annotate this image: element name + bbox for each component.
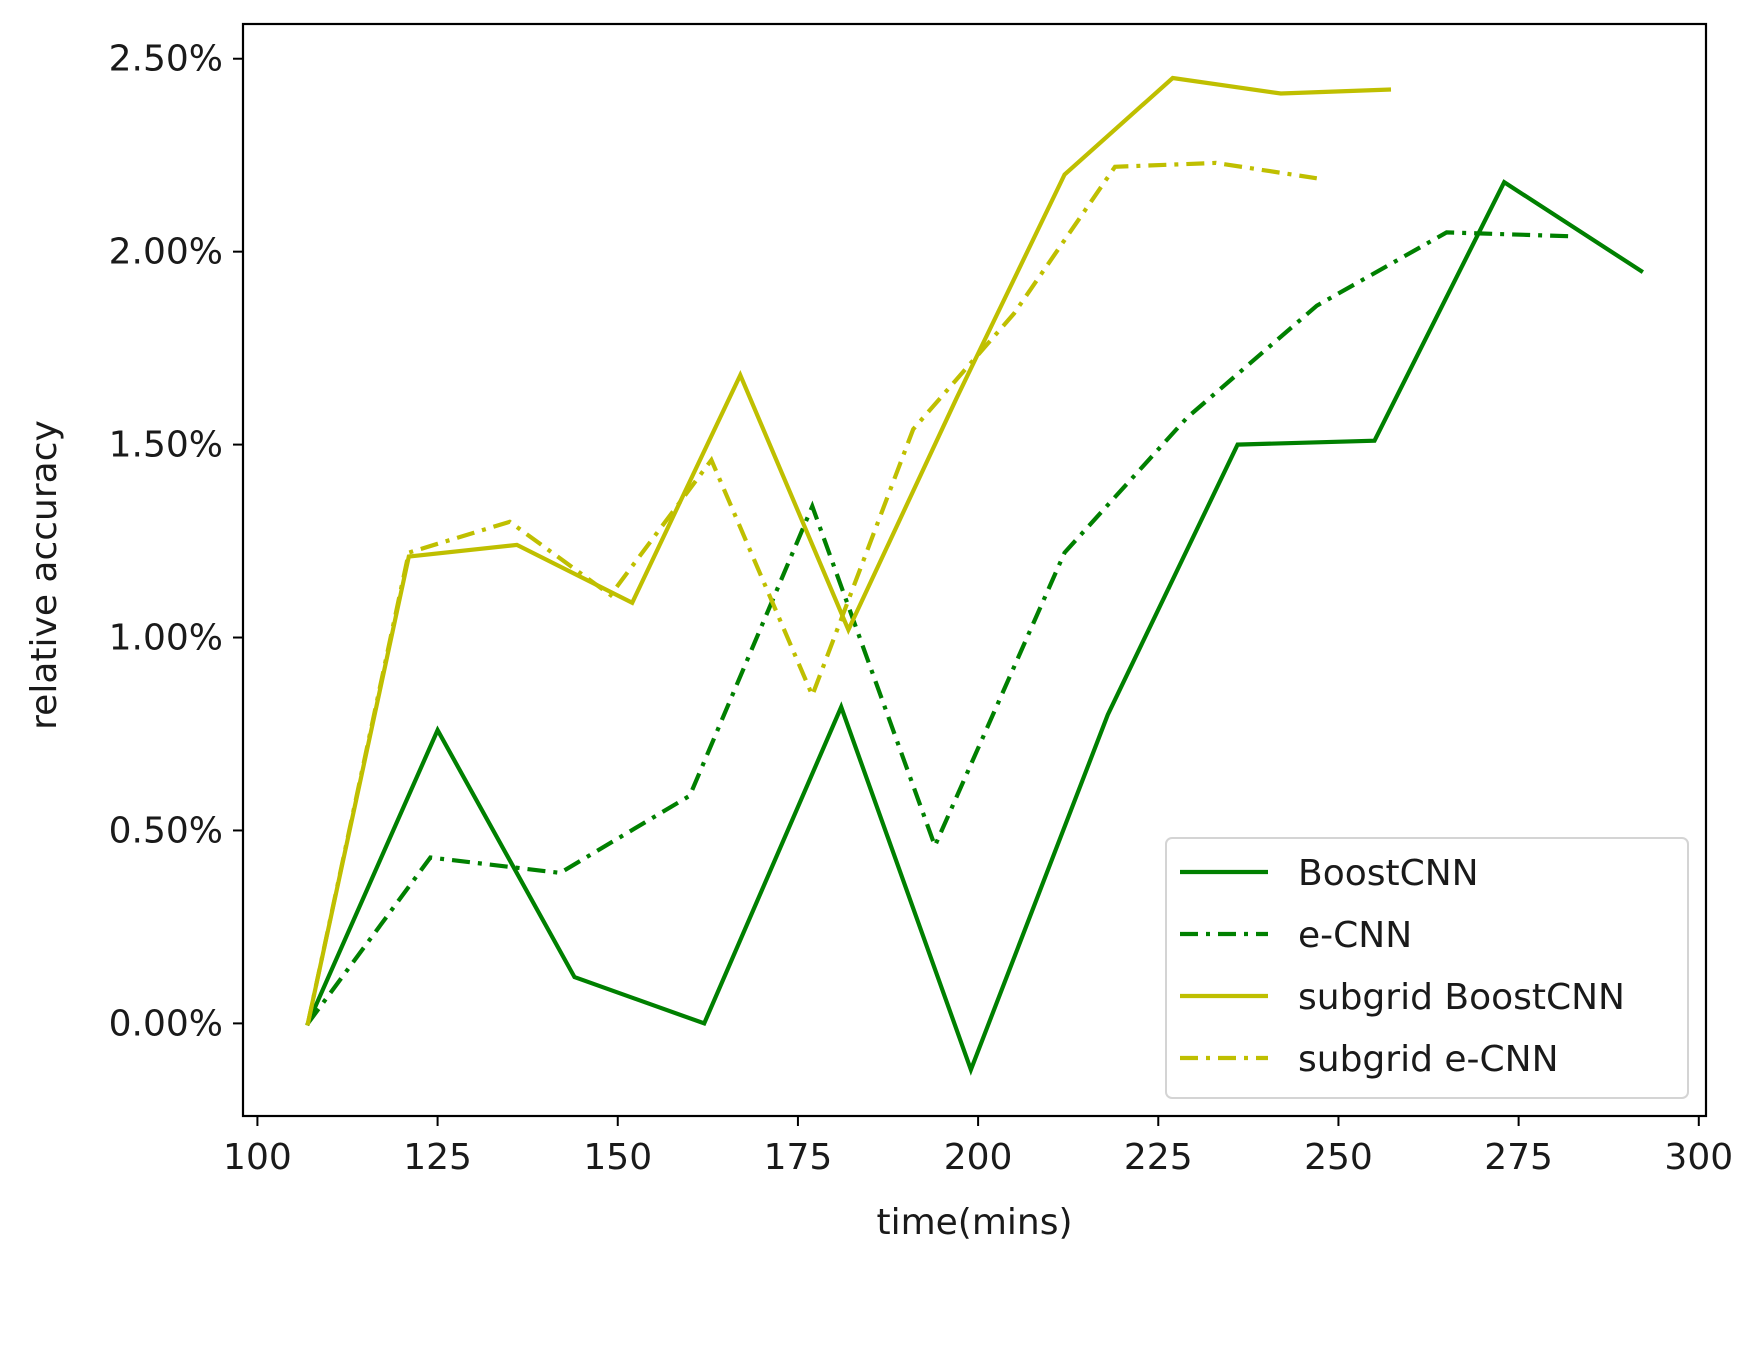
legend: BoostCNN e-CNN subgrid BoostCNN subgrid e-C… [1165, 837, 1689, 1099]
series-line [305, 160, 1318, 1024]
y-tick-label: 0.50% [109, 810, 223, 851]
x-tick-label: 175 [764, 1137, 833, 1178]
y-tick-label: 1.50% [109, 425, 223, 466]
legend-box [1165, 837, 1689, 1099]
plot-frame [241, 22, 1708, 1118]
series-line [306, 230, 1570, 1025]
legend-label: BoostCNN [1298, 853, 1479, 894]
y-axis-label: relative accuracy [24, 420, 65, 730]
x-axis-label: time(mins) [876, 1202, 1072, 1243]
y-axis: 0.00% 0.50% 1.00% 1.50% 2.00% 2.50% [109, 39, 243, 1044]
x-tick-label: 150 [583, 1137, 652, 1178]
y-tick-label: 2.00% [109, 232, 223, 273]
legend-item: subgrid BoostCNN [1180, 977, 1625, 1018]
x-axis: 100 125 150 175 200 225 250 275 300 [223, 1116, 1733, 1178]
x-tick-label: 100 [223, 1137, 292, 1178]
legend-item: e-CNN [1180, 915, 1412, 956]
x-tick-label: 125 [403, 1137, 472, 1178]
series-line [305, 179, 1645, 1076]
legend-item: BoostCNN [1180, 853, 1479, 894]
legend-label: subgrid BoostCNN [1298, 977, 1625, 1018]
legend-item: subgrid e-CNN [1180, 1039, 1559, 1080]
series-line [305, 75, 1392, 1026]
series-subgrid-boostcnn [305, 75, 1392, 1026]
series-subgrid-e-cnn [305, 160, 1318, 1024]
series-boostcnn [305, 179, 1645, 1076]
x-tick-label: 200 [944, 1137, 1013, 1178]
series-e-cnn [306, 230, 1570, 1025]
series-layer [305, 75, 1645, 1076]
x-tick-label: 225 [1124, 1137, 1193, 1178]
legend-label: subgrid e-CNN [1298, 1039, 1559, 1080]
x-tick-label: 275 [1484, 1137, 1553, 1178]
x-tick-label: 250 [1304, 1137, 1373, 1178]
y-tick-label: 1.00% [109, 618, 223, 659]
y-tick-label: 0.00% [109, 1003, 223, 1044]
y-tick-label: 2.50% [109, 39, 223, 80]
legend-label: e-CNN [1298, 915, 1412, 956]
x-tick-label: 300 [1664, 1137, 1733, 1178]
